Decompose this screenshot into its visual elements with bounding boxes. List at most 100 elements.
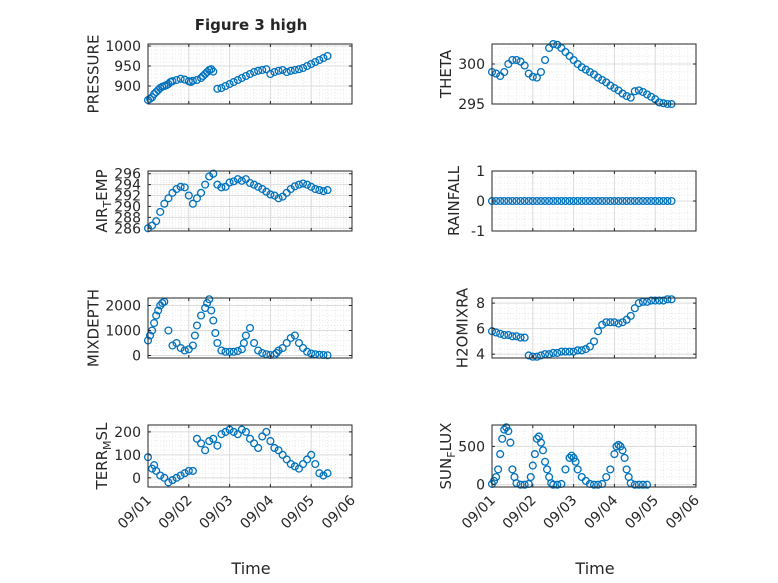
data-point [492, 328, 501, 337]
data-point [258, 348, 267, 358]
data-point [245, 434, 255, 443]
axes-box [147, 297, 353, 359]
data-point [571, 457, 580, 466]
data-point [266, 69, 275, 79]
data-point [573, 196, 582, 206]
data-point [192, 75, 202, 85]
data-point [516, 57, 525, 66]
data-point [524, 351, 533, 360]
data-point [498, 434, 507, 443]
y-axis-label: RAINFALL [445, 165, 463, 236]
data-point [543, 465, 552, 474]
data-point [245, 69, 255, 79]
y-tick-label: 950 [114, 59, 141, 75]
data-point [585, 342, 594, 351]
data-point [294, 65, 304, 74]
data-point [528, 196, 537, 206]
data-point [549, 196, 558, 206]
y-axis-label: THETA [437, 49, 455, 99]
data-point [663, 295, 672, 304]
data-point [311, 459, 320, 469]
data-point [303, 61, 312, 71]
data-point [211, 328, 220, 338]
figure-title: Figure 3 high [195, 16, 308, 34]
data-point [196, 73, 206, 83]
data-point [323, 469, 332, 478]
y-tick-label: 200 [114, 425, 141, 441]
data-point [663, 196, 672, 206]
data-point [270, 443, 279, 453]
data-point [311, 184, 320, 194]
data-point [250, 338, 259, 348]
data-point [557, 347, 566, 356]
data-point [520, 480, 529, 489]
data-point [152, 466, 161, 475]
y-tick-label: 296 [114, 167, 141, 183]
data-point [622, 91, 631, 101]
data-point [209, 169, 218, 178]
data-point [626, 196, 635, 206]
data-point [319, 471, 328, 480]
data-point [606, 196, 615, 206]
data-point [589, 337, 599, 346]
data-point [536, 67, 546, 77]
data-point [504, 196, 513, 206]
y-tick-label: 6 [476, 322, 485, 338]
x-tick-label: 09/04 [581, 492, 621, 532]
y-tick-label: 900 [114, 79, 141, 95]
data-point [176, 471, 185, 480]
data-point [598, 196, 607, 206]
x-tick-label: 09/01 [115, 493, 155, 533]
data-point [266, 190, 275, 199]
data-point [201, 446, 210, 455]
data-point [245, 323, 255, 333]
data-point [188, 466, 197, 475]
data-point [520, 333, 529, 342]
data-point [506, 438, 515, 447]
y-tick-label: 292 [114, 189, 141, 205]
data-point [298, 63, 308, 73]
data-point [642, 196, 652, 206]
data-point [500, 67, 509, 77]
data-point [598, 75, 607, 85]
data-point [573, 465, 582, 474]
data-point [565, 347, 574, 356]
data-point [512, 332, 521, 341]
data-point [270, 67, 279, 77]
data-point [154, 306, 163, 315]
data-point [536, 351, 546, 360]
data-point [237, 73, 246, 83]
plot-area [148, 298, 352, 358]
data-point [266, 437, 275, 446]
data-point [638, 480, 648, 489]
data-point [258, 432, 267, 441]
data-point [618, 196, 627, 206]
x-tick-label: 09/03 [541, 493, 581, 533]
data-point [651, 196, 660, 206]
data-point [229, 177, 238, 186]
data-point [298, 179, 308, 188]
data-point [209, 434, 218, 443]
data-point [184, 191, 193, 200]
data-point [500, 196, 509, 206]
y-axis-label: AIRTEMP [93, 169, 114, 232]
data-point [667, 295, 676, 304]
data-point [655, 296, 664, 305]
y-tick-label: 1000 [105, 39, 141, 55]
data-point [241, 331, 250, 340]
data-point [614, 196, 623, 206]
data-point [618, 446, 627, 455]
data-point [311, 57, 320, 67]
y-tick-label: 0 [476, 478, 485, 494]
data-point [622, 196, 631, 206]
data-point [492, 69, 501, 78]
data-point [659, 296, 668, 305]
data-point [213, 441, 222, 450]
data-point [217, 83, 226, 93]
y-axis-label: MIXDEPTH [84, 289, 102, 367]
y-tick-label: 0 [132, 349, 141, 365]
data-point [610, 83, 619, 93]
data-point [508, 196, 517, 206]
data-point [626, 311, 635, 320]
data-point [176, 343, 185, 353]
